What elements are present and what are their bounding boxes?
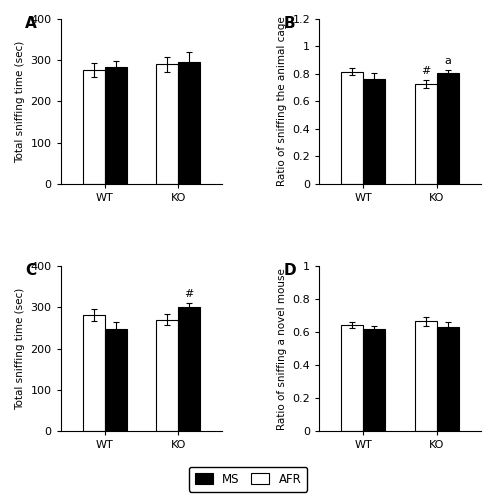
Y-axis label: Ratio of sniffing the animal cage: Ratio of sniffing the animal cage xyxy=(277,16,287,186)
Y-axis label: Total sniffing time (sec): Total sniffing time (sec) xyxy=(15,288,25,410)
Bar xyxy=(178,308,200,431)
Bar xyxy=(105,67,127,184)
Text: C: C xyxy=(25,263,36,278)
Text: #: # xyxy=(185,289,194,299)
Bar xyxy=(341,72,364,184)
Bar xyxy=(105,329,127,431)
Bar xyxy=(437,73,459,184)
Text: a: a xyxy=(444,56,451,66)
Bar xyxy=(364,78,385,184)
Bar xyxy=(178,62,200,184)
Text: B: B xyxy=(284,16,296,30)
Bar xyxy=(364,329,385,431)
Bar xyxy=(437,327,459,431)
Bar xyxy=(415,84,437,184)
Text: A: A xyxy=(25,16,37,30)
Text: D: D xyxy=(284,263,297,278)
Y-axis label: Ratio of sniffing a novel mouse: Ratio of sniffing a novel mouse xyxy=(277,268,287,430)
Bar xyxy=(156,320,178,431)
Y-axis label: Total sniffing time (sec): Total sniffing time (sec) xyxy=(15,40,25,162)
Legend: MS, AFR: MS, AFR xyxy=(189,467,307,491)
Bar xyxy=(156,64,178,184)
Bar xyxy=(415,322,437,431)
Bar xyxy=(83,315,105,431)
Text: #: # xyxy=(421,66,431,76)
Bar xyxy=(341,324,364,431)
Bar xyxy=(83,70,105,184)
